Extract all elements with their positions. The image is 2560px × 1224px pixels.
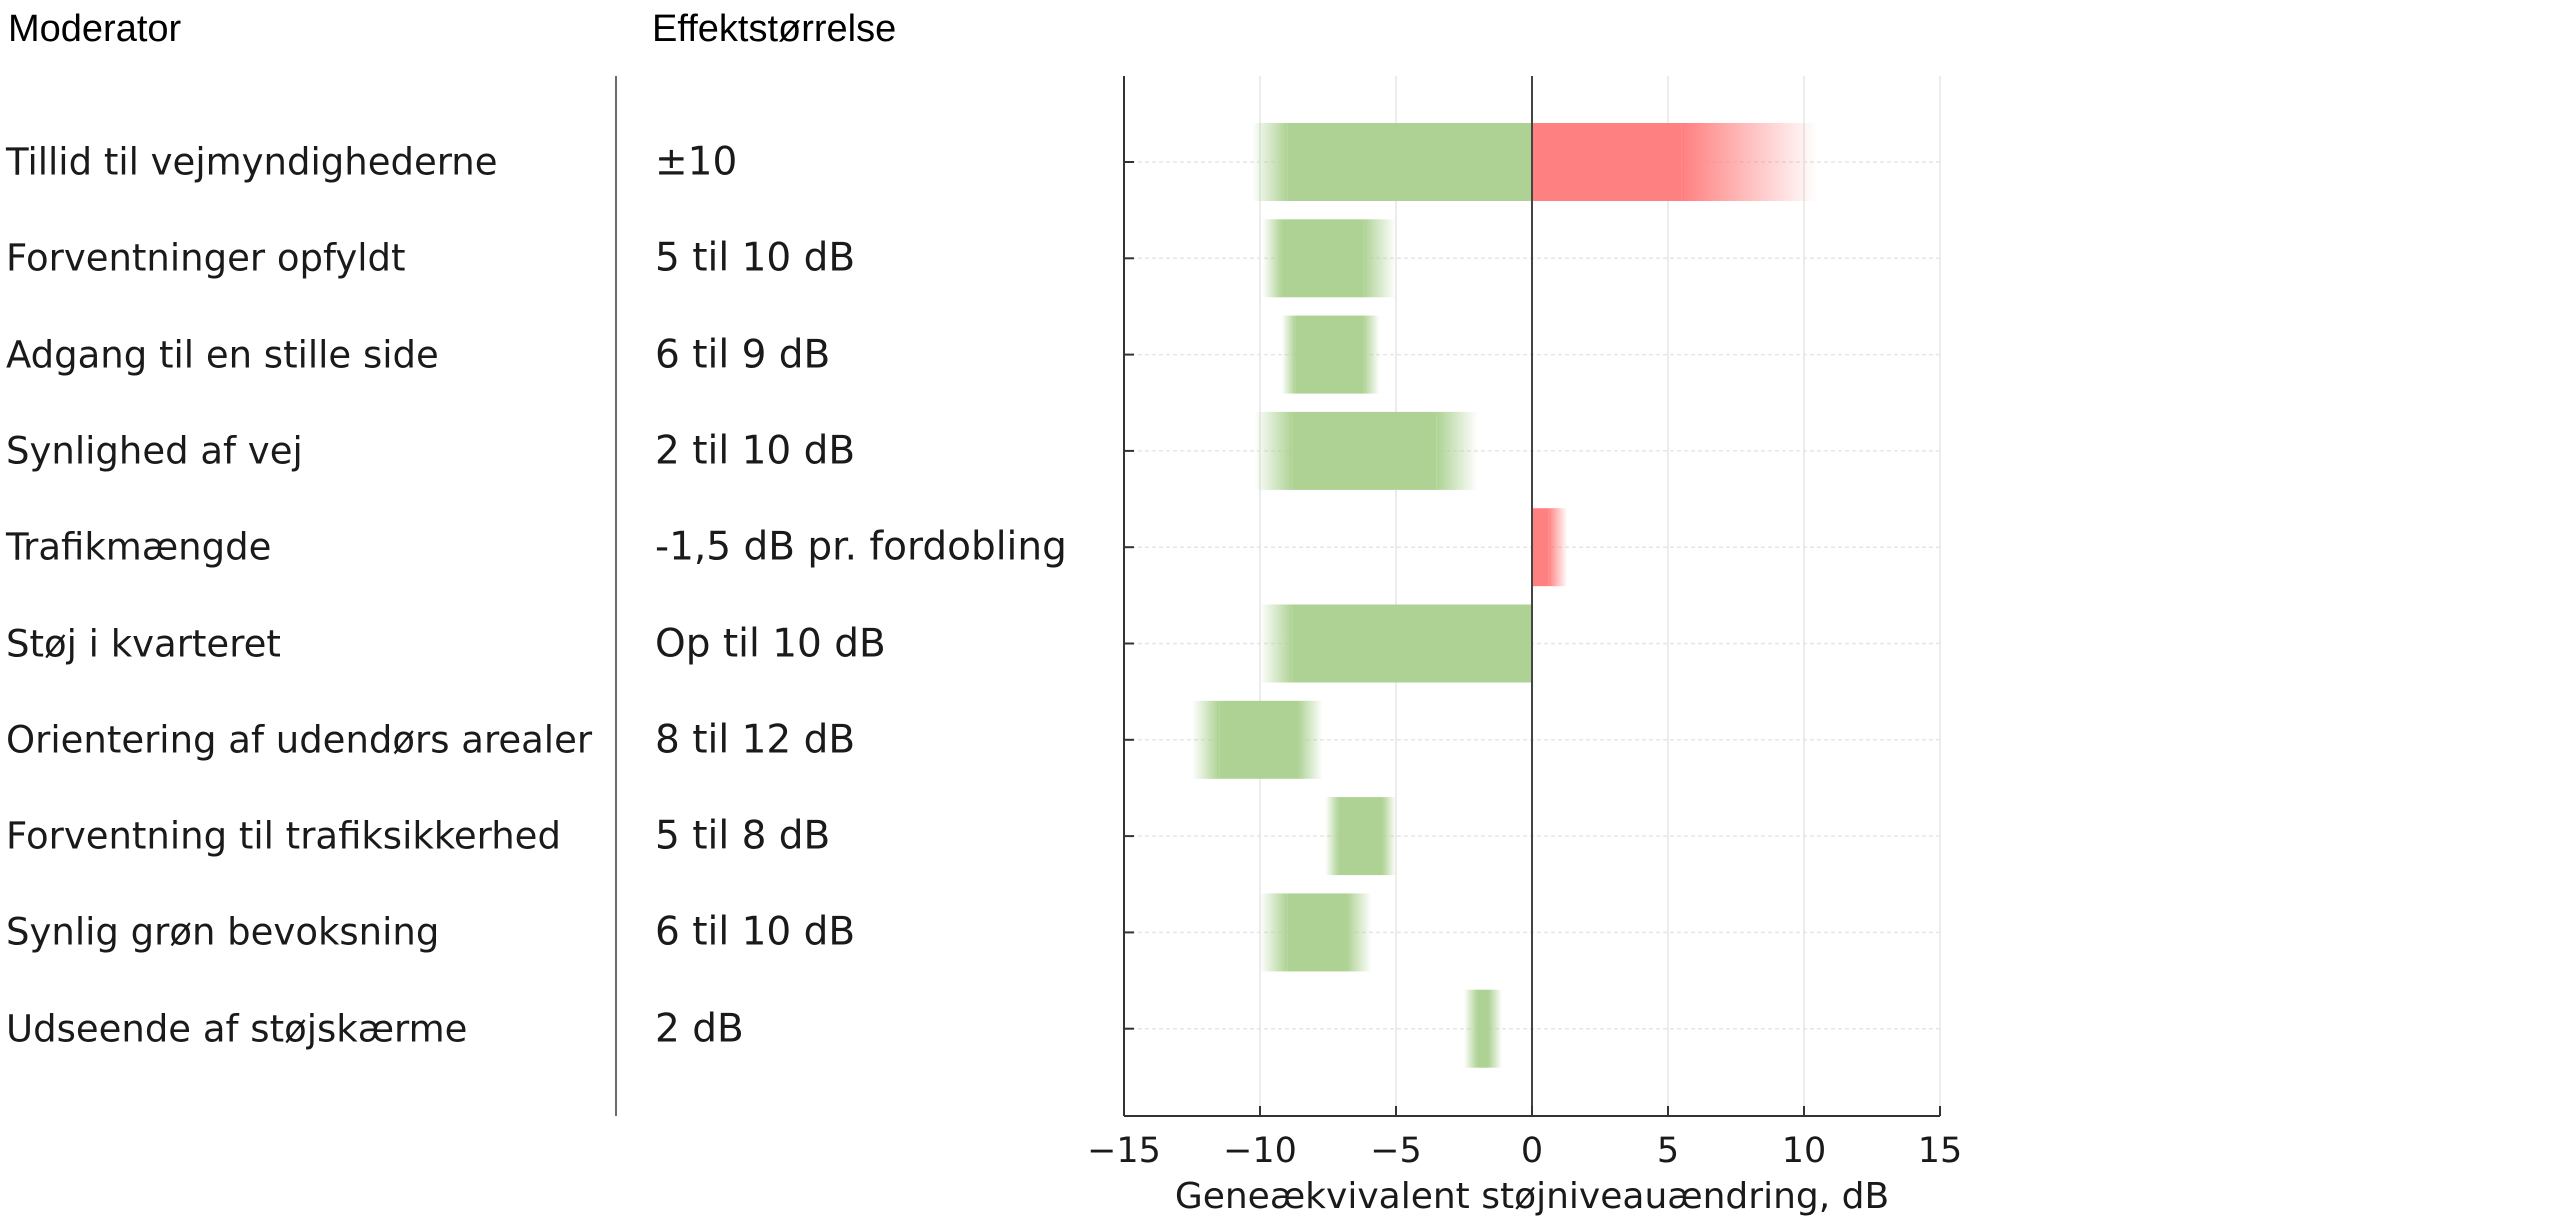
bar-segment [1254,411,1293,490]
bar-segment [1260,893,1288,972]
x-tick-label: 5 [1657,1131,1679,1171]
moderator-label: Forventninger opfyldt [6,236,406,280]
bar-segment [1192,700,1220,779]
bar [1254,411,1478,490]
bar-segment [1292,411,1437,490]
bar [1262,219,1396,298]
bar [1281,315,1380,394]
bar-segment [1532,123,1682,201]
effect-size-value: 2 til 10 dB [655,428,856,474]
moderator-label: Adgang til en stille side [6,333,439,377]
x-tick-label: −15 [1087,1131,1161,1171]
bar [1532,508,1568,587]
x-tick-label: 15 [1918,1131,1963,1171]
bar-segment [1477,989,1489,1068]
bar-segment [1464,989,1478,1068]
bar-segment [1325,797,1339,876]
effect-size-value: ±10 [655,139,738,185]
bar-segment [1219,700,1299,779]
moderator-label: Orientering af udendørs arealer [6,718,593,762]
axes [1123,76,1940,1117]
bar [1260,893,1372,972]
x-tick-label: 10 [1782,1131,1827,1171]
bar-segment [1436,411,1478,490]
bar-segment [1347,893,1372,972]
bar-segment [1287,123,1532,201]
bar-segment [1281,219,1364,298]
x-ticks: −15 −10 −5 0 5 10 15 [1087,1106,1962,1171]
bar-segment [1338,797,1383,876]
bar-segment [1298,700,1323,779]
x-tick-label: 0 [1521,1131,1543,1171]
bar-segment [1251,123,1288,201]
effect-size-header: Effektstørrelse [652,8,897,50]
bar-segment [1287,893,1348,972]
x-tick-label: −10 [1223,1131,1297,1171]
moderator-label: Tillid til vejmyndighederne [6,140,498,184]
effect-size-value: 6 til 10 dB [655,909,856,955]
effect-size-value: 8 til 12 dB [655,717,856,763]
effect-size-value: 6 til 9 dB [655,332,831,378]
moderator-label: Trafikmængde [6,525,272,569]
x-tick-label: −5 [1370,1131,1422,1171]
bar-segment [1262,219,1282,298]
bar-segment [1281,315,1296,394]
bar [1464,989,1503,1068]
effect-size-value: Op til 10 dB [655,621,886,666]
bar-segment [1548,508,1568,587]
bars [1192,123,1818,1068]
moderator-label: Udseende af støjskærme [6,1007,468,1051]
x-axis-title: Geneækvivalent støjniveauændring, dB [1175,1176,1889,1217]
bar-segment [1363,219,1396,298]
moderator-label: Synlighed af vej [6,429,303,473]
effect-size-value: 5 til 10 dB [655,235,856,281]
column-separator [615,76,617,1116]
moderator-label: Synlig grøn bevoksning [6,910,440,954]
bar-segment [1382,797,1396,876]
moderator-label: Forventning til trafiksikkerhed [6,814,561,858]
effect-size-value: 2 dB [655,1006,744,1052]
bar-segment [1681,123,1818,201]
bar-segment [1295,315,1364,394]
effect-size-value: -1,5 dB pr. fordobling [655,524,1067,570]
bar [1325,797,1396,876]
bar [1192,700,1323,779]
bar [1260,604,1532,683]
bar-segment [1292,604,1532,683]
moderator-header: Moderator [8,8,182,50]
moderator-label: Støj i kvarteret [6,622,281,665]
bar-segment [1488,989,1503,1068]
effect-size-value: 5 til 8 dB [655,813,831,859]
bar [1251,123,1818,201]
bar-segment [1532,508,1549,587]
bar-segment [1260,604,1293,683]
bar-segment [1363,315,1380,394]
